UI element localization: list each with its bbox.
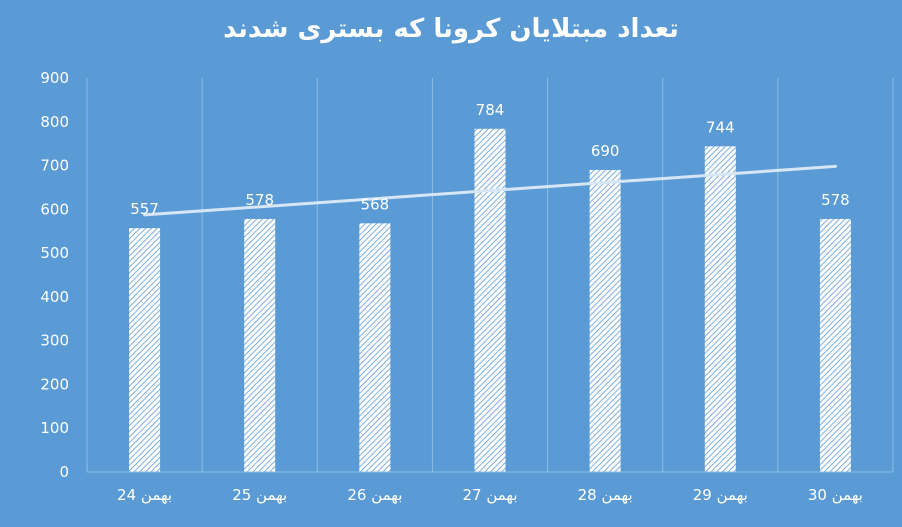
bar <box>474 128 506 472</box>
y-tick-label: 400 <box>40 288 69 306</box>
x-tick-label: 25 بهمن <box>232 486 287 504</box>
y-tick-label: 500 <box>40 244 69 262</box>
bar <box>129 228 161 472</box>
bar <box>589 169 621 472</box>
x-tick-label: 28 بهمن <box>578 486 633 504</box>
data-label: 557 <box>130 200 159 218</box>
y-tick-label: 600 <box>40 200 69 218</box>
bar <box>359 223 391 472</box>
data-label: 578 <box>245 191 274 209</box>
bar <box>819 218 851 472</box>
data-label: 568 <box>361 195 390 213</box>
x-tick-label: 29 بهمن <box>693 486 748 504</box>
trendline <box>143 164 837 217</box>
y-tick-label: 700 <box>40 157 69 175</box>
y-tick-label: 200 <box>40 375 69 393</box>
bar <box>704 146 736 472</box>
x-tick-label: 26 بهمن <box>347 486 402 504</box>
x-tick-label: 24 بهمن <box>117 486 172 504</box>
bar <box>244 218 276 472</box>
y-tick-label: 800 <box>40 113 69 131</box>
data-label: 690 <box>591 142 620 160</box>
data-label: 578 <box>821 191 850 209</box>
x-tick-label: 30 بهمن <box>808 486 863 504</box>
y-tick-label: 900 <box>40 69 69 87</box>
y-tick-label: 100 <box>40 419 69 437</box>
chart-title: تعداد مبتلایان کرونا که بستری شدند <box>223 14 679 44</box>
y-tick-label: 0 <box>59 463 69 481</box>
data-label: 784 <box>476 101 505 119</box>
x-tick-label: 27 بهمن <box>462 486 517 504</box>
data-label: 744 <box>706 118 735 136</box>
y-tick-label: 300 <box>40 332 69 350</box>
